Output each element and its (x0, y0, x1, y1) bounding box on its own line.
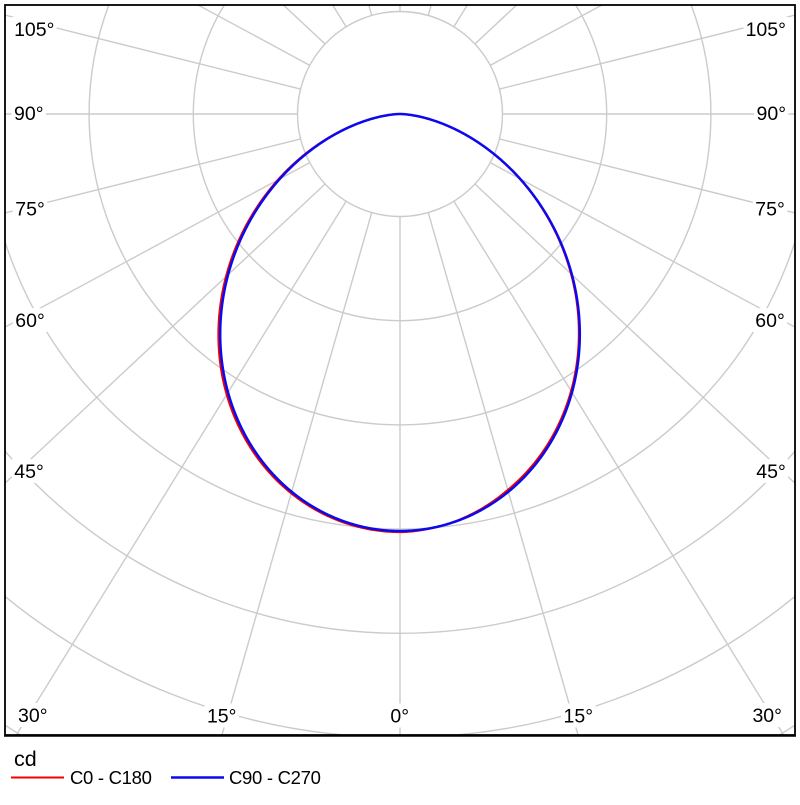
svg-text:60°: 60° (15, 310, 45, 332)
svg-text:105°: 105° (746, 19, 786, 41)
svg-text:75°: 75° (15, 199, 45, 221)
svg-text:90°: 90° (14, 103, 44, 125)
svg-text:30°: 30° (752, 705, 782, 727)
svg-text:15°: 15° (207, 706, 237, 728)
svg-text:45°: 45° (14, 461, 44, 483)
svg-text:90°: 90° (757, 103, 787, 125)
svg-text:C90 - C270: C90 - C270 (229, 767, 321, 788)
svg-text:45°: 45° (756, 461, 786, 483)
svg-text:cd: cd (14, 747, 37, 771)
svg-text:15°: 15° (564, 706, 594, 728)
svg-text:60°: 60° (755, 310, 785, 332)
svg-text:75°: 75° (755, 199, 785, 221)
svg-text:105°: 105° (14, 19, 54, 41)
svg-text:C0 - C180: C0 - C180 (70, 767, 152, 788)
svg-text:30°: 30° (18, 705, 48, 727)
svg-text:0°: 0° (390, 706, 409, 728)
